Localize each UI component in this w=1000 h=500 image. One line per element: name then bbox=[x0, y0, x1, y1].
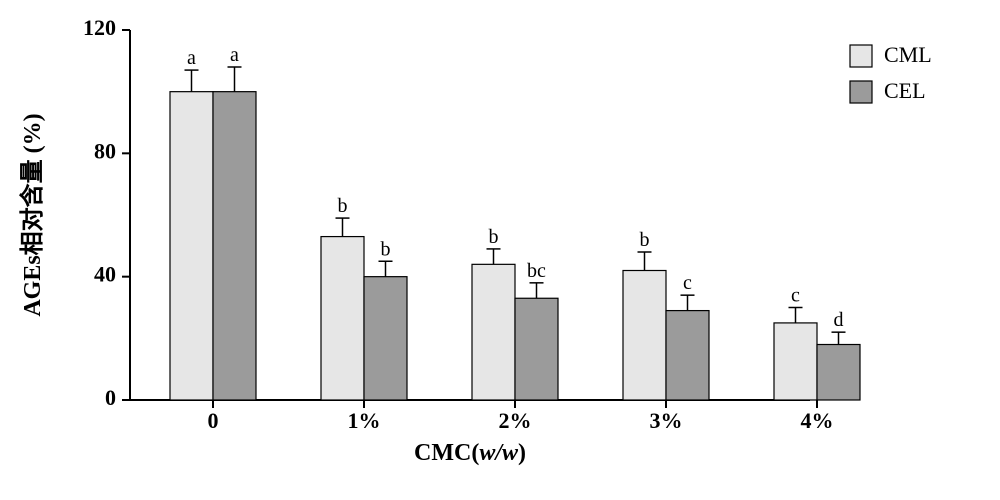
chart-svg: 0408012001%2%3%4%abbbcabbccdAGEs相对含量 (%)… bbox=[0, 0, 1000, 500]
y-axis-label: AGEs相对含量 (%) bbox=[18, 113, 46, 316]
x-tick-label: 0 bbox=[208, 408, 219, 433]
sig-label: bc bbox=[527, 260, 546, 282]
bar-cml bbox=[774, 323, 817, 400]
sig-label: d bbox=[834, 309, 844, 331]
bar-cml bbox=[170, 92, 213, 400]
legend-label-cml: CML bbox=[884, 42, 932, 67]
sig-label: b bbox=[640, 229, 650, 251]
bar-cml bbox=[623, 271, 666, 401]
legend-label-cel: CEL bbox=[884, 78, 926, 103]
bar-cml bbox=[321, 237, 364, 400]
legend-swatch-cel bbox=[850, 81, 872, 103]
sig-label: a bbox=[230, 44, 239, 66]
x-tick-label: 4% bbox=[801, 408, 834, 433]
sig-label: a bbox=[187, 47, 196, 69]
y-tick-label: 40 bbox=[94, 262, 116, 287]
legend-swatch-cml bbox=[850, 45, 872, 67]
sig-label: c bbox=[791, 285, 800, 307]
bar-cml bbox=[472, 264, 515, 400]
bar-cel bbox=[364, 277, 407, 400]
x-tick-label: 1% bbox=[348, 408, 381, 433]
sig-label: b bbox=[489, 226, 499, 248]
ages-bar-chart: 0408012001%2%3%4%abbbcabbccdAGEs相对含量 (%)… bbox=[0, 0, 1000, 500]
bar-cel bbox=[213, 92, 256, 400]
x-tick-label: 3% bbox=[650, 408, 683, 433]
bar-cel bbox=[666, 311, 709, 400]
sig-label: b bbox=[381, 238, 391, 260]
y-tick-label: 0 bbox=[105, 385, 116, 410]
sig-label: c bbox=[683, 272, 692, 294]
x-axis-label: CMC(w/w) bbox=[414, 440, 526, 466]
y-tick-label: 120 bbox=[83, 15, 116, 40]
bar-cel bbox=[817, 345, 860, 401]
y-tick-label: 80 bbox=[94, 138, 116, 163]
sig-label: b bbox=[338, 195, 348, 217]
bar-cel bbox=[515, 298, 558, 400]
x-tick-label: 2% bbox=[499, 408, 532, 433]
